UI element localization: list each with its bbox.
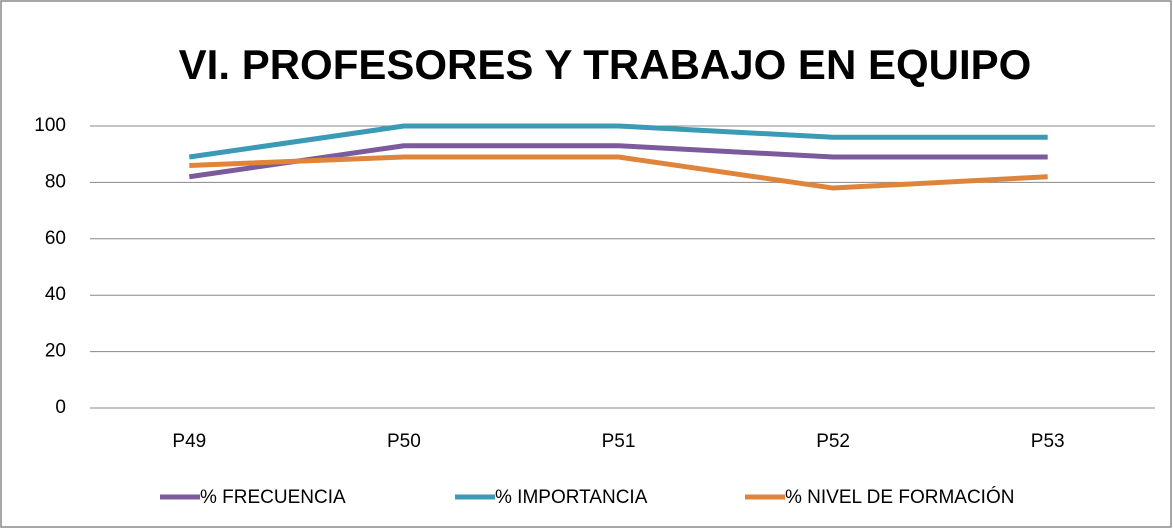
y-tick-label: 20 [45, 341, 66, 362]
x-tick-label: P52 [816, 431, 850, 452]
y-tick-label: 60 [45, 228, 66, 249]
chart-title: VI. PROFESORES Y TRABAJO EN EQUIPO [179, 41, 1032, 88]
y-tick-label: 100 [34, 115, 66, 136]
y-tick-label: 40 [45, 284, 66, 305]
y-tick-label: 80 [45, 171, 66, 192]
x-tick-label: P49 [172, 431, 206, 452]
legend-label: % IMPORTANCIA [495, 487, 648, 508]
y-tick-label: 0 [55, 397, 66, 418]
legend-label: % FRECUENCIA [200, 487, 346, 508]
legend-label: % NIVEL DE FORMACIÓN [785, 486, 1014, 508]
x-tick-label: P51 [602, 431, 636, 452]
x-tick-label: P50 [387, 431, 421, 452]
x-tick-label: P53 [1031, 431, 1065, 452]
series-line [188, 123, 1048, 160]
series-line [189, 154, 1048, 191]
series-line [188, 143, 1048, 180]
